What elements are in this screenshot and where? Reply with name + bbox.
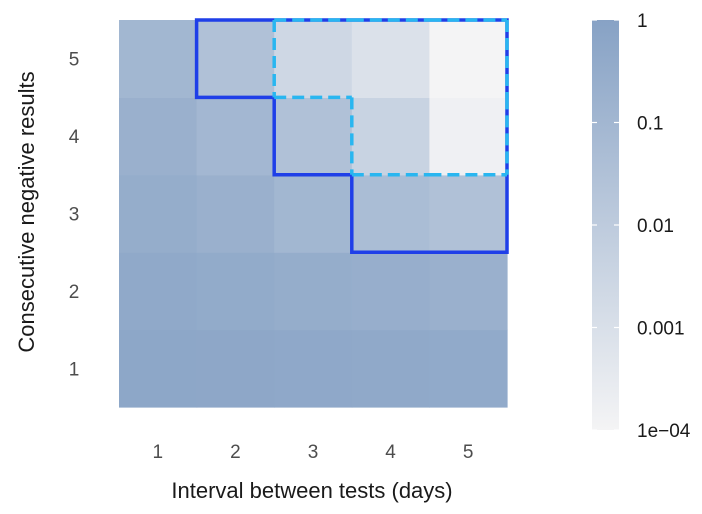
heatmap-cells [119,20,508,408]
heatmap-cell-x2-y3 [196,174,275,253]
x-tick-label: 5 [463,442,474,463]
heatmap-cell-x3-y2 [274,252,353,331]
heatmap-cell-x3-y5 [274,20,353,98]
heatmap-cell-x1-y1 [119,329,198,408]
heatmap-cell-x4-y5 [351,20,430,98]
heatmap-cell-x5-y3 [429,174,508,253]
legend-tick-label: 1e−04 [637,421,691,442]
heatmap-cell-x2-y1 [196,329,275,408]
heatmap-cell-x5-y1 [429,329,508,408]
x-tick-label: 1 [153,442,164,463]
legend-tick-label: 0.1 [637,114,663,135]
dashed-region-outline [272,18,509,177]
heatmap-cell-x2-y4 [196,97,275,176]
x-tick-label: 3 [308,442,319,463]
heatmap-cell-x3-y1 [274,329,353,408]
heatmap-cell-x4-y4 [351,97,430,176]
heatmap-cell-x4-y3 [351,174,430,253]
heatmap-cell-x5-y2 [429,252,508,331]
x-axis-title: Interval between tests (days) [171,478,452,503]
heatmap-cell-x1-y3 [119,174,198,253]
heatmap-cell-x4-y2 [351,252,430,331]
heatmap-cell-x5-y5 [429,20,508,98]
y-tick-label: 5 [69,50,80,71]
legend-tick-label: 0.01 [637,216,674,237]
legend-tick-label: 1 [637,11,648,32]
heatmap-cell-x2-y2 [196,252,275,331]
heatmap-cell-x5-y4 [429,97,508,176]
x-tick-label: 4 [385,442,396,463]
x-tick-label: 2 [230,442,241,463]
y-axis-title: Consecutive negative results [14,71,39,352]
y-tick-label: 1 [69,359,80,380]
color-legend: 1 0.1 0.01 0.001 1e−04 [592,11,691,442]
region-outlines [194,18,509,254]
x-axis-ticks: 1 2 3 4 5 [153,442,474,463]
legend-ticks: 1 0.1 0.01 0.001 1e−04 [592,11,691,442]
heatmap-cell-x4-y1 [351,329,430,408]
y-tick-label: 3 [69,205,80,226]
legend-tick-label: 0.001 [637,319,685,340]
heatmap-cell-x1-y5 [119,20,198,98]
heatmap-cell-x3-y4 [274,97,353,176]
heatmap-cell-x1-y4 [119,97,198,176]
y-tick-label: 2 [69,282,80,303]
heatmap-cell-x2-y5 [196,20,275,98]
heatmap-cell-x3-y3 [274,174,353,253]
y-tick-label: 4 [69,127,80,148]
y-axis-ticks: 1 2 3 4 5 [69,50,80,381]
heatmap-cell-x1-y2 [119,252,198,331]
